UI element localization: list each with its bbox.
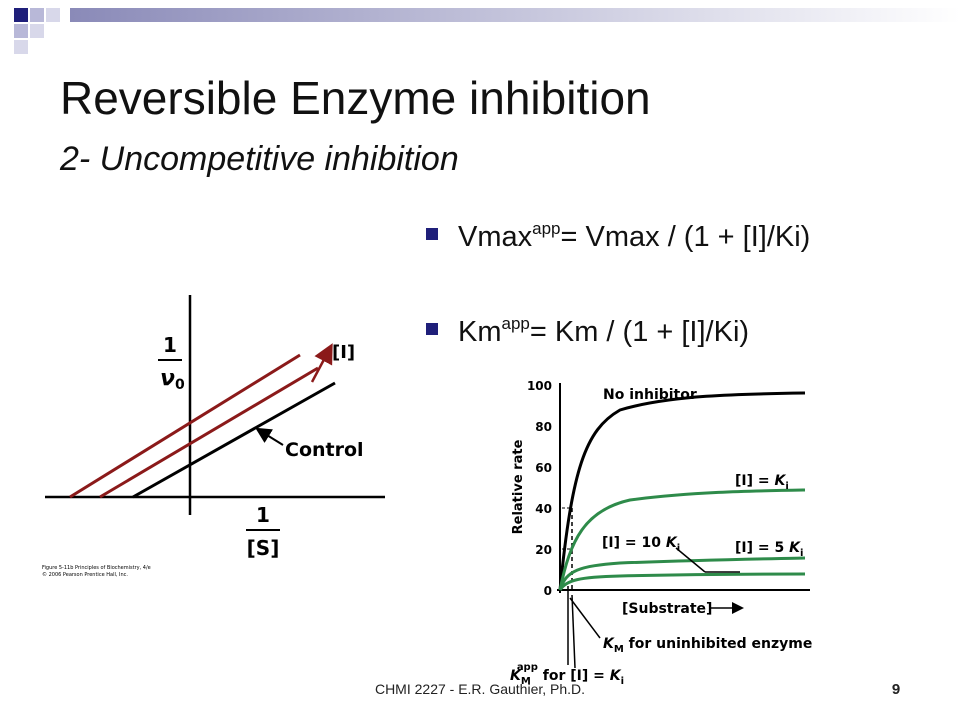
curve-label: No inhibitor <box>603 387 697 403</box>
y-label: 1 <box>163 333 177 357</box>
caption: © 2006 Pearson Prentice Hall, Inc. <box>42 571 128 578</box>
y-tick-label: 20 <box>535 543 552 557</box>
left-figure: 1 ν0 1 [S] [I] Control Figure 5-11b Prin… <box>42 295 385 578</box>
x-label: [S] <box>247 536 280 560</box>
right-figure: Relative rate No inhibitor [I] = Ki [I] … <box>510 379 812 687</box>
y-tick-label: 0 <box>544 584 552 598</box>
curve-label: [I] = 10 Ki <box>602 535 680 554</box>
bullet: Vmaxapp= Vmax / (1 + [I]/Ki) <box>458 219 810 253</box>
caption: Figure 5-11b Principles of Biochemistry,… <box>42 565 151 571</box>
curve-label: [I] = Ki <box>735 473 789 492</box>
y-tick-label: 100 <box>527 379 552 393</box>
km-note: KM for uninhibited enzyme <box>603 636 812 655</box>
y-tick-label: 60 <box>535 461 552 475</box>
x-label: 1 <box>256 503 270 527</box>
control-label: Control <box>285 439 364 461</box>
y-tick-label: 80 <box>535 420 552 434</box>
y-title: Relative rate <box>511 439 526 534</box>
page-number: 9 <box>892 681 900 698</box>
curve-label: [I] = 5 Ki <box>735 540 803 559</box>
x-title: [Substrate] <box>622 601 712 617</box>
bullet: Kmapp= Km / (1 + [I]/Ki) <box>458 314 749 348</box>
header-decoration <box>14 8 960 54</box>
y-tick-label: 40 <box>535 502 552 516</box>
bullet-marker <box>426 228 438 240</box>
slide-title: Reversible Enzyme inhibition <box>60 72 651 124</box>
arrow-label: [I] <box>332 342 355 363</box>
footer: CHMI 2227 - E.R. Gauthier, Ph.D. <box>375 681 585 697</box>
kmapp-note: KMapp for [I] = Ki <box>510 662 624 687</box>
slide-subtitle: 2- Uncompetitive inhibition <box>59 140 459 178</box>
y-label: ν0 <box>160 366 185 393</box>
bullet-marker <box>426 323 438 335</box>
